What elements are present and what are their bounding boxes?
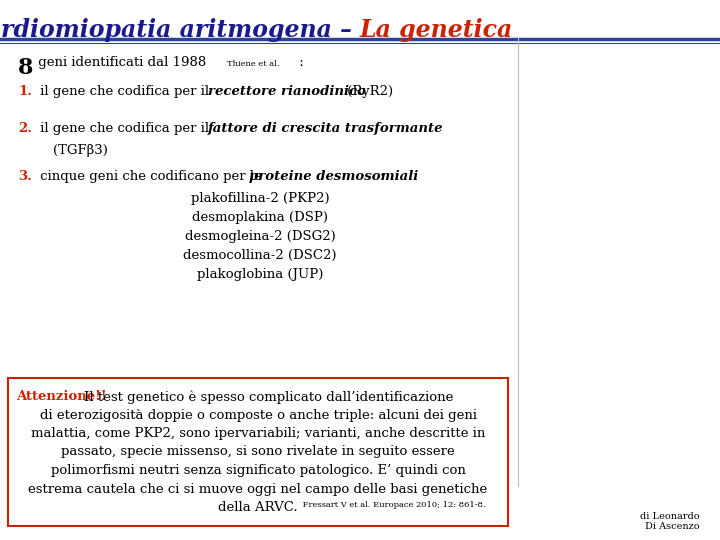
Text: recettore rianodinico: recettore rianodinico bbox=[208, 85, 366, 98]
Text: plakoglobina (JUP): plakoglobina (JUP) bbox=[197, 268, 323, 281]
Text: :: : bbox=[380, 170, 384, 183]
Text: Cardiomiopatia aritmogena –: Cardiomiopatia aritmogena – bbox=[0, 18, 360, 42]
Text: geni identificati dal 1988: geni identificati dal 1988 bbox=[34, 56, 210, 69]
FancyBboxPatch shape bbox=[8, 378, 508, 526]
Text: desmocollina-2 (DSC2): desmocollina-2 (DSC2) bbox=[184, 249, 337, 262]
Text: fattore di crescita trasformante: fattore di crescita trasformante bbox=[208, 122, 444, 135]
Text: il gene che codifica per il: il gene che codifica per il bbox=[36, 122, 213, 135]
Text: plakofillina-2 (PKP2): plakofillina-2 (PKP2) bbox=[191, 192, 329, 205]
Text: Di Ascenzo: Di Ascenzo bbox=[645, 522, 700, 531]
Text: desmogleina-2 (DSG2): desmogleina-2 (DSG2) bbox=[184, 230, 336, 243]
Text: polimorfismi neutri senza significato patologico. E’ quindi con: polimorfismi neutri senza significato pa… bbox=[50, 464, 465, 477]
Text: 8: 8 bbox=[18, 57, 34, 79]
Text: (TGFβ3): (TGFβ3) bbox=[53, 144, 108, 157]
Text: della ARVC.: della ARVC. bbox=[218, 501, 298, 514]
Text: La genetica: La genetica bbox=[360, 18, 513, 42]
Text: il gene che codifica per il: il gene che codifica per il bbox=[36, 85, 213, 98]
Text: desmoplakina (DSP): desmoplakina (DSP) bbox=[192, 211, 328, 224]
Text: malattia, come PKP2, sono ipervariabili; varianti, anche descritte in: malattia, come PKP2, sono ipervariabili;… bbox=[31, 427, 485, 440]
Text: Il test genetico è spesso complicato dall’identificazione: Il test genetico è spesso complicato dal… bbox=[84, 390, 454, 403]
Text: 3.: 3. bbox=[18, 170, 32, 183]
Text: Attenzione!!: Attenzione!! bbox=[16, 390, 107, 403]
Text: Fressart V et al. Europace 2010; 12: 861-8.: Fressart V et al. Europace 2010; 12: 861… bbox=[300, 501, 485, 509]
Text: (RyR2): (RyR2) bbox=[343, 85, 393, 98]
Text: Cardiomiopatia aritmogena – La genetica: Cardiomiopatia aritmogena – La genetica bbox=[86, 18, 634, 42]
Text: estrema cautela che ci si muove oggi nel campo delle basi genetiche: estrema cautela che ci si muove oggi nel… bbox=[28, 483, 487, 496]
Text: proteine desmosomiali: proteine desmosomiali bbox=[249, 170, 418, 183]
Text: 1.: 1. bbox=[18, 85, 32, 98]
Text: :: : bbox=[295, 56, 304, 69]
Text: di eterozigosità doppie o composte o anche triple: alcuni dei geni: di eterozigosità doppie o composte o anc… bbox=[40, 408, 477, 422]
Text: Thiene et al.: Thiene et al. bbox=[227, 60, 279, 68]
Text: passato, specie missenso, si sono rivelate in seguito essere: passato, specie missenso, si sono rivela… bbox=[61, 446, 455, 458]
Text: cinque geni che codificano per le: cinque geni che codificano per le bbox=[36, 170, 266, 183]
Text: di Leonardo: di Leonardo bbox=[640, 512, 700, 521]
Text: 2.: 2. bbox=[18, 122, 32, 135]
